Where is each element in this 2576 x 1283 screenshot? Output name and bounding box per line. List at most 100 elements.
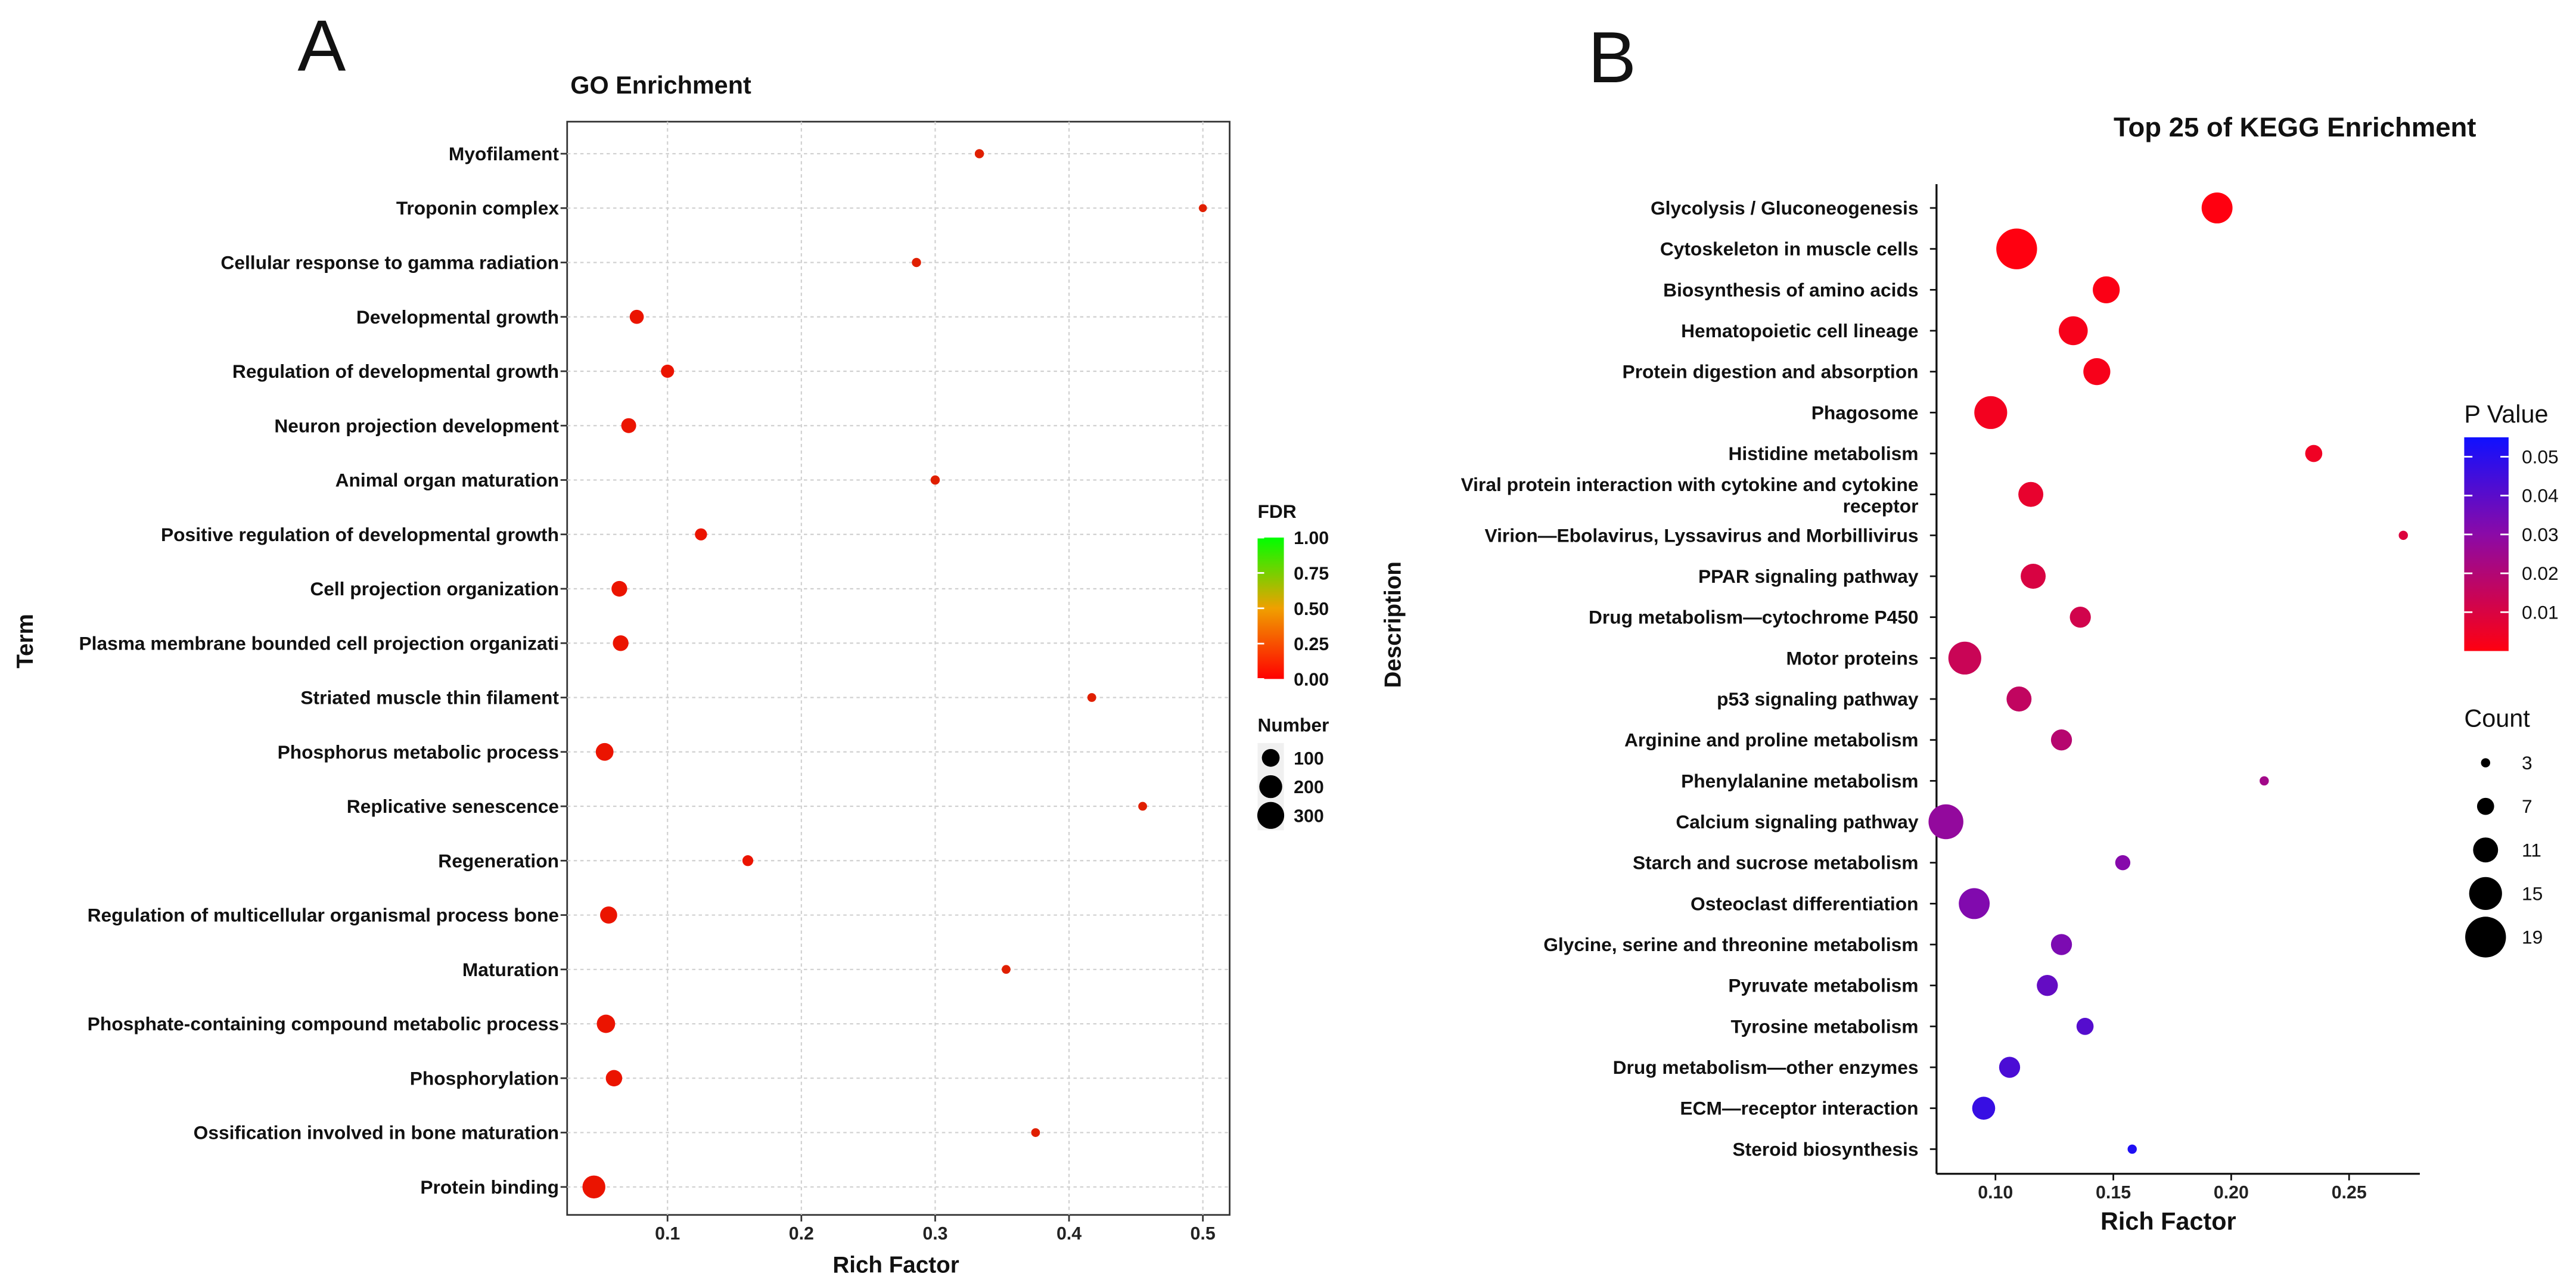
- kegg-point: [2127, 1144, 2137, 1154]
- go-term-label: Positive regulation of developmental gro…: [161, 524, 559, 545]
- count-legend-dot: [2465, 917, 2506, 958]
- go-points: [582, 149, 1207, 1199]
- kegg-description-label: Drug metabolism—other enzymes: [1613, 1057, 1919, 1078]
- go-term-label: Animal organ maturation: [335, 470, 559, 491]
- go-point: [695, 528, 707, 540]
- panel-label-b: B: [1588, 17, 1636, 98]
- kegg-description-label: Starch and sucrose metabolism: [1633, 852, 1918, 874]
- count-legend-dot: [2469, 877, 2502, 910]
- number-legend-dot: [1261, 748, 1280, 767]
- kegg-description-label: Calcium signaling pathway: [1676, 811, 1918, 832]
- kegg-point: [1999, 1057, 2021, 1078]
- fdr-tick-label: 1.00: [1294, 529, 1329, 548]
- kegg-point: [2115, 855, 2131, 871]
- kegg-enrichment-chart: Top 25 of KEGG Enrichment Glycolysis / G…: [1380, 112, 2558, 1235]
- go-point: [742, 855, 754, 866]
- kegg-point: [1996, 228, 2037, 269]
- go-term-label: Cellular response to gamma radiation: [220, 251, 559, 273]
- count-legend-label: 19: [2522, 927, 2543, 948]
- kegg-description-label: Pyruvate metabolism: [1728, 975, 1918, 996]
- pvalue-tick-label: 0.02: [2522, 563, 2559, 584]
- go-x-tick-label: 0.3: [922, 1224, 947, 1244]
- go-point: [1031, 1128, 1040, 1137]
- go-term-label: Myofilament: [449, 143, 559, 164]
- go-point: [661, 364, 675, 378]
- kegg-description-labels: Glycolysis / Gluconeogenesis Cytoskeleton…: [1461, 197, 1937, 1160]
- kegg-point: [2037, 975, 2058, 996]
- go-point: [974, 149, 984, 159]
- kegg-description-label: Glycolysis / Gluconeogenesis: [1651, 197, 1919, 219]
- go-term-label: Troponin complex: [396, 197, 560, 219]
- go-term-label: Phosphorus metabolic process: [278, 741, 559, 763]
- kegg-point: [2076, 1018, 2094, 1035]
- go-term-label: Phosphate-containing compound metabolic …: [88, 1013, 559, 1035]
- pvalue-tick-label: 0.01: [2522, 601, 2559, 623]
- kegg-chart-title: Top 25 of KEGG Enrichment: [2114, 112, 2476, 142]
- go-point: [930, 475, 940, 485]
- go-x-tick-label: 0.4: [1056, 1224, 1082, 1244]
- number-legend-label: 300: [1294, 806, 1324, 826]
- kegg-x-tick-label: 0.15: [2096, 1183, 2131, 1203]
- go-point: [1138, 802, 1147, 811]
- count-legend-label: 3: [2522, 752, 2533, 773]
- pvalue-tick-label: 0.04: [2522, 485, 2559, 507]
- kegg-description-label: Virion—Ebolavirus, Lyssavirus and Morbil…: [1485, 524, 1919, 546]
- go-x-tick-label: 0.2: [789, 1224, 814, 1244]
- count-legend-label: 15: [2522, 883, 2543, 904]
- go-term-label: Regulation of multicellular organismal p…: [88, 905, 559, 926]
- kegg-point: [2006, 686, 2032, 712]
- kegg-point: [2305, 445, 2323, 462]
- kegg-point: [2069, 607, 2091, 628]
- fdr-tick-label: 0.25: [1294, 635, 1329, 654]
- count-legend-items: 3 7 11 15 19: [2465, 752, 2543, 958]
- count-legend-dot: [2481, 758, 2490, 768]
- go-term-label: Replicative senescence: [347, 796, 559, 817]
- kegg-description-label: Steroid biosynthesis: [1733, 1138, 1919, 1160]
- go-term-label: Striated muscle thin filament: [300, 687, 559, 709]
- go-point: [621, 418, 636, 433]
- kegg-x-tick-label: 0.25: [2332, 1183, 2367, 1203]
- go-point: [912, 257, 921, 268]
- go-point: [596, 1014, 616, 1033]
- go-chart-title: GO Enrichment: [570, 72, 751, 99]
- kegg-description-label: Hematopoietic cell lineage: [1681, 320, 1918, 341]
- go-point: [1002, 965, 1011, 974]
- pvalue-legend-title: P Value: [2464, 400, 2548, 428]
- kegg-description-label: Motor proteins: [1786, 647, 1918, 669]
- kegg-description-label: Phenylalanine metabolism: [1681, 770, 1918, 791]
- kegg-point: [2201, 192, 2233, 223]
- go-x-axis-title: Rich Factor: [832, 1252, 959, 1278]
- kegg-description-label: Glycine, serine and threonine metabolism: [1543, 934, 1918, 955]
- kegg-x-tick-label: 0.10: [1978, 1183, 2013, 1203]
- kegg-x-axis-title: Rich Factor: [2100, 1208, 2236, 1235]
- kegg-point: [1928, 804, 1963, 840]
- kegg-description-label: Osteoclast differentiation: [1691, 893, 1918, 914]
- kegg-x-tick-label: 0.20: [2214, 1183, 2249, 1203]
- go-point: [1198, 204, 1207, 212]
- kegg-point: [2050, 729, 2072, 751]
- kegg-point: [2083, 358, 2111, 386]
- fdr-tick-label: 0.00: [1294, 670, 1329, 689]
- kegg-description-label: ECM—receptor interaction: [1680, 1098, 1918, 1119]
- go-point: [582, 1175, 605, 1199]
- pvalue-tick-label: 0.05: [2522, 446, 2559, 467]
- pvalue-colorbar: [2464, 437, 2509, 651]
- count-legend-label: 7: [2522, 796, 2533, 817]
- go-term-label: Maturation: [462, 959, 559, 980]
- go-term-labels: Myofilament Troponin complex Cellular resp…: [79, 143, 559, 1198]
- count-legend-label: 11: [2522, 839, 2541, 860]
- go-term-label: Phosphorylation: [410, 1067, 559, 1089]
- go-term-label: Regeneration: [438, 850, 559, 871]
- fdr-tick-label: 0.50: [1294, 599, 1329, 619]
- number-legend-label: 100: [1294, 749, 1324, 769]
- go-term-label: Ossification involved in bone maturation: [194, 1122, 559, 1144]
- kegg-description-label: p53 signaling pathway: [1717, 688, 1919, 710]
- go-term-label: Developmental growth: [356, 306, 559, 328]
- count-legend-dot: [2473, 837, 2499, 863]
- number-legend-items: 100 200 300: [1257, 749, 1324, 829]
- kegg-point: [2059, 316, 2088, 346]
- number-legend-dot: [1259, 775, 1282, 799]
- count-legend-dot: [2476, 797, 2494, 815]
- kegg-description-label: Protein digestion and absorption: [1623, 361, 1919, 383]
- go-term-label: Plasma membrane bounded cell projection …: [79, 632, 558, 654]
